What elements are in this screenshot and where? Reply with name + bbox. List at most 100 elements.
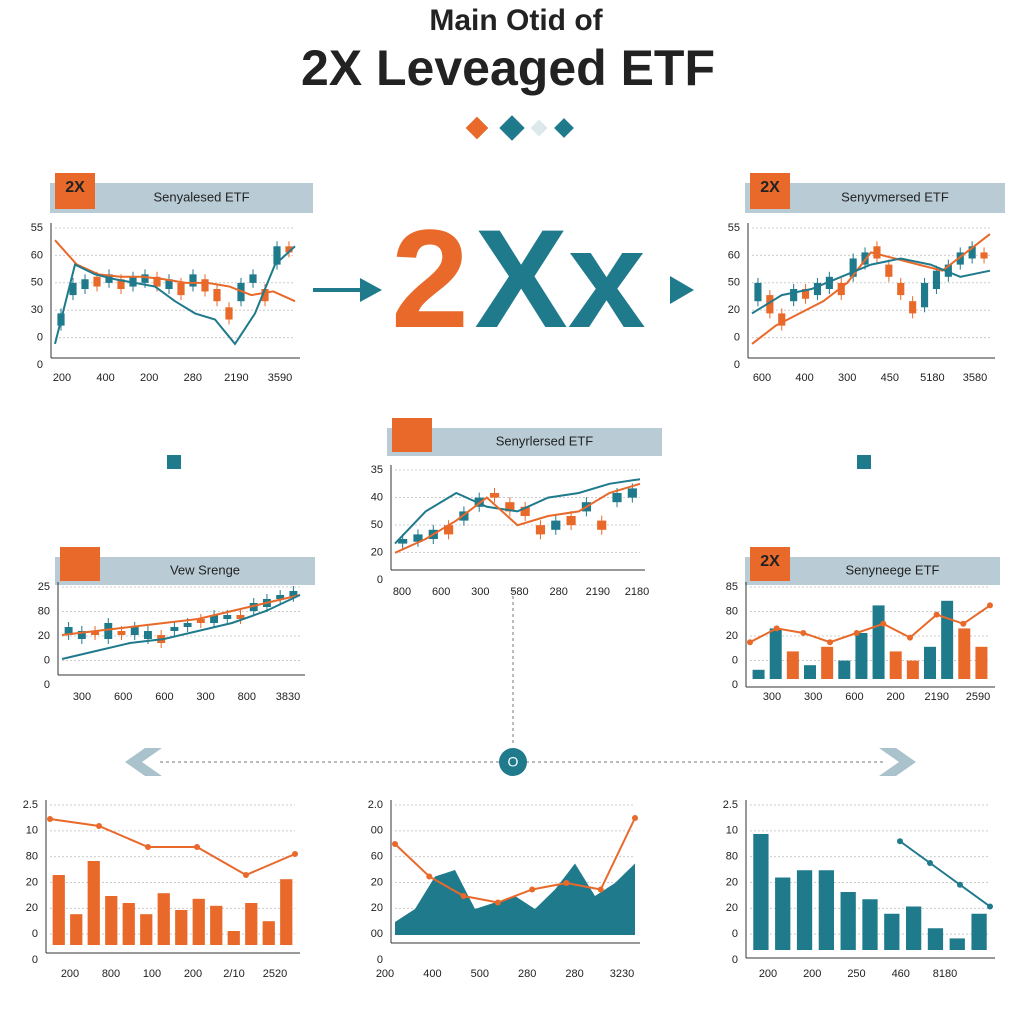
candle [153,276,161,287]
panel-badge-text: 2X [760,179,780,196]
bar [140,914,153,945]
y-tick-label: 0 [37,359,43,371]
x-tick-label: 600 [432,586,450,598]
bar [906,660,919,679]
x-tick-label: 200 [886,691,904,703]
x-tick-label: 400 [96,372,114,384]
y-tick-label: 20 [371,876,383,888]
x-tick-label: 5180 [920,372,944,384]
x-tick-label: 400 [795,372,813,384]
x-tick-label: 500 [471,968,489,980]
line [751,257,991,315]
candle [873,246,881,259]
candle [627,488,637,498]
bar [175,910,188,945]
y-tick-label: 20 [371,546,383,558]
candle [77,631,86,639]
y-tick-label: 35 [371,464,383,476]
bar [840,892,856,950]
x-tick-label: 280 [565,968,583,980]
candle [766,295,774,314]
bar [872,605,885,679]
x-tick-label: 8180 [933,968,957,980]
candle [130,627,139,635]
arrows [125,276,916,776]
candle [535,525,546,535]
y-tick-label: 55 [31,222,43,234]
line-dot [597,886,604,893]
bar [906,906,922,950]
y-tick-label: 10 [26,825,38,837]
x-tick-label: 280 [184,372,202,384]
candle [551,520,561,530]
candle [520,506,530,516]
bar [889,651,902,679]
candle [223,615,232,619]
candle [285,246,293,253]
x-tick-label: 300 [471,586,489,598]
x-tick-label: 3230 [610,968,634,980]
bar [941,600,954,679]
bar [775,877,791,950]
y-tick-label: 60 [728,249,740,261]
candle [201,279,209,292]
x-tick-label: 2590 [966,691,990,703]
bar [752,669,765,679]
panel-badge [750,173,790,209]
bar [753,834,769,950]
x-tick-label: 580 [510,586,528,598]
line-dot [392,841,398,847]
y-tick-label: 00 [371,928,383,940]
line-dot [927,860,933,866]
x-tick-label: 3580 [963,372,987,384]
candle [81,279,89,289]
bar [838,660,851,679]
y-tick-label: 0 [44,654,50,666]
x-tick-label: 200 [53,372,71,384]
y-tick-label: 40 [371,491,383,503]
title-line2: 2X Leveaged ETF [301,40,715,96]
line-dot [243,872,249,878]
line-dot [960,620,967,627]
y-tick-label: 00 [371,825,383,837]
y-tick-label: 0 [37,332,43,344]
x-tick-label: 600 [845,691,863,703]
x-tick-label: 200 [759,968,777,980]
candle [566,516,576,526]
y-tick-label: 0 [32,954,38,966]
line-dot [563,880,570,886]
big-two: 2 [391,200,469,357]
line [394,482,641,554]
candle [444,525,454,535]
candle [189,274,197,287]
y-tick-label: 0 [732,654,738,666]
y-tick-label: 55 [728,222,740,234]
y-tick-label: 80 [26,851,38,863]
panel-title: Senyalesed ETF [153,189,249,204]
y-tick-label: 20 [26,876,38,888]
bar [884,913,900,950]
candle [177,282,185,296]
candle [920,282,929,308]
x-tick-label: 100 [143,968,161,980]
candle [196,619,205,623]
y-tick-label: 85 [726,581,738,593]
line-dot [494,899,501,906]
candle [885,264,893,277]
candle [505,502,515,512]
panel-badge [60,547,100,581]
line-dot [853,630,860,636]
candle [849,258,857,277]
bar [122,903,135,945]
x-tick-label: 2190 [224,372,248,384]
bar [262,921,275,945]
line [49,818,296,877]
panel-title: Vew Srenge [170,562,240,577]
panel-badge [55,173,95,209]
line [54,239,296,303]
candle [236,615,245,619]
line-dot [987,903,993,910]
candle [289,591,298,597]
y-tick-label: 30 [31,304,43,316]
